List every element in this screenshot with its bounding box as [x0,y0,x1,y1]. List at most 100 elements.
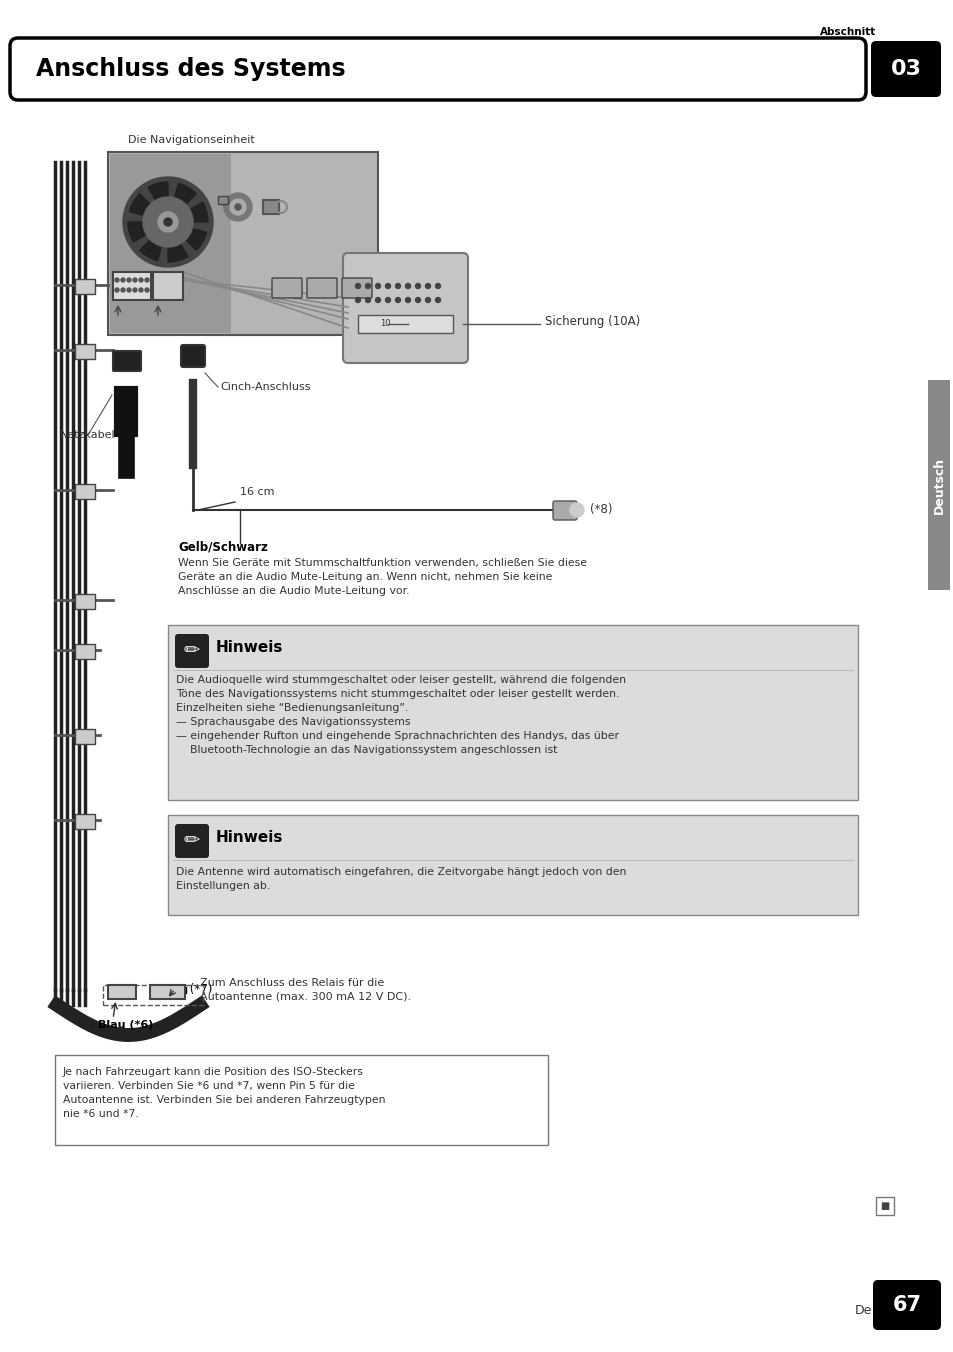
Text: Cinch-Anschluss: Cinch-Anschluss [220,383,310,392]
FancyBboxPatch shape [174,823,209,859]
FancyBboxPatch shape [108,986,136,999]
FancyBboxPatch shape [341,279,372,297]
FancyBboxPatch shape [343,253,468,362]
Text: Sicherung (10A): Sicherung (10A) [544,315,639,329]
FancyBboxPatch shape [110,154,232,333]
Circle shape [127,279,131,283]
Text: Wenn Sie Geräte mit Stummschaltfunktion verwenden, schließen Sie diese
Geräte an: Wenn Sie Geräte mit Stummschaltfunktion … [178,558,586,596]
FancyBboxPatch shape [181,345,205,366]
FancyBboxPatch shape [357,315,453,333]
Circle shape [425,284,430,288]
Wedge shape [148,183,168,222]
Circle shape [230,199,246,215]
Circle shape [132,279,137,283]
FancyBboxPatch shape [174,634,209,668]
Text: De: De [854,1303,871,1317]
Circle shape [385,297,390,303]
FancyBboxPatch shape [10,38,865,100]
FancyBboxPatch shape [263,200,278,214]
Text: ■: ■ [880,1201,889,1211]
FancyBboxPatch shape [75,594,95,608]
Circle shape [395,297,400,303]
Text: Je nach Fahrzeugart kann die Position des ISO-Steckers
variieren. Verbinden Sie : Je nach Fahrzeugart kann die Position de… [63,1067,385,1119]
Circle shape [164,218,172,226]
FancyBboxPatch shape [307,279,336,297]
Text: Abschnitt: Abschnitt [820,27,876,37]
FancyBboxPatch shape [150,986,185,999]
Text: (*7): (*7) [186,983,213,996]
Text: Die Navigationseinheit: Die Navigationseinheit [128,135,254,145]
FancyBboxPatch shape [75,729,95,744]
Circle shape [115,279,119,283]
Circle shape [127,288,131,292]
FancyBboxPatch shape [108,151,377,335]
FancyBboxPatch shape [272,279,302,297]
FancyBboxPatch shape [75,279,95,293]
Circle shape [139,288,143,292]
Circle shape [395,284,400,288]
Circle shape [123,177,213,266]
FancyBboxPatch shape [927,380,949,589]
FancyBboxPatch shape [553,502,577,521]
Text: Blau (*6): Blau (*6) [98,1019,153,1030]
Circle shape [158,212,178,233]
Circle shape [435,297,440,303]
Circle shape [385,284,390,288]
Circle shape [121,288,125,292]
Text: Netzkabel: Netzkabel [60,430,115,439]
Circle shape [375,284,380,288]
Circle shape [234,204,241,210]
Text: 67: 67 [892,1295,921,1315]
Circle shape [145,288,149,292]
FancyBboxPatch shape [875,1197,893,1215]
Circle shape [405,284,410,288]
Circle shape [416,284,420,288]
Text: Die Antenne wird automatisch eingefahren, die Zeitvorgabe hängt jedoch von den
E: Die Antenne wird automatisch eingefahren… [175,867,626,891]
Circle shape [416,297,420,303]
Circle shape [355,297,360,303]
FancyBboxPatch shape [112,272,151,300]
Circle shape [569,503,583,516]
Text: Zum Anschluss des Relais für die
Autoantenne (max. 300 mA 12 V DC).: Zum Anschluss des Relais für die Autoant… [200,979,411,1002]
Circle shape [355,284,360,288]
FancyBboxPatch shape [75,814,95,829]
FancyBboxPatch shape [75,644,95,658]
FancyBboxPatch shape [168,815,857,915]
Text: (*8): (*8) [589,503,612,515]
Text: 03: 03 [889,59,921,78]
Circle shape [365,297,370,303]
Circle shape [405,297,410,303]
FancyBboxPatch shape [112,352,141,370]
Circle shape [224,193,252,220]
Circle shape [425,297,430,303]
FancyBboxPatch shape [75,484,95,499]
FancyBboxPatch shape [152,272,183,300]
Wedge shape [168,184,196,222]
Circle shape [143,197,193,247]
Text: Gelb/Schwarz: Gelb/Schwarz [178,541,268,554]
Circle shape [115,288,119,292]
FancyBboxPatch shape [870,41,940,97]
Text: Hinweis: Hinweis [215,639,283,654]
Wedge shape [130,193,168,222]
Wedge shape [168,222,188,262]
Wedge shape [139,222,168,261]
Circle shape [132,288,137,292]
Text: 16 cm: 16 cm [240,487,274,498]
Text: Deutsch: Deutsch [931,457,944,514]
Text: Hinweis: Hinweis [215,830,283,845]
Wedge shape [168,201,208,222]
Text: ✏: ✏ [184,831,200,850]
Text: ✏: ✏ [184,641,200,661]
Text: Anschluss des Systems: Anschluss des Systems [36,57,345,81]
Wedge shape [128,222,168,242]
Circle shape [145,279,149,283]
FancyBboxPatch shape [872,1280,940,1330]
Circle shape [435,284,440,288]
Text: Die Audioquelle wird stummgeschaltet oder leiser gestellt, während die folgenden: Die Audioquelle wird stummgeschaltet ode… [175,675,625,754]
Circle shape [139,279,143,283]
Text: 10: 10 [379,319,390,329]
FancyBboxPatch shape [75,343,95,360]
Circle shape [365,284,370,288]
Text: Blau: Blau [160,983,189,996]
